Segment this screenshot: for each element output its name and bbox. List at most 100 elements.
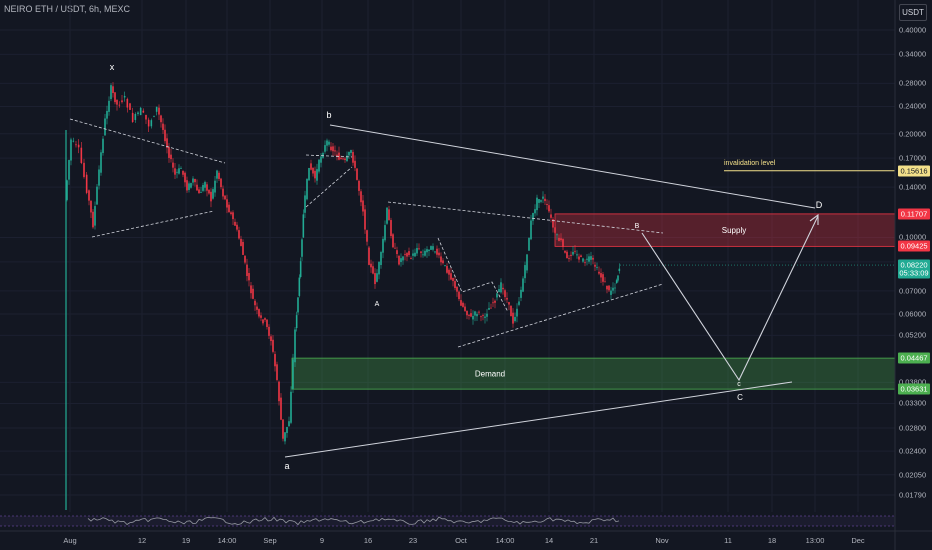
candle-body bbox=[600, 273, 602, 278]
candle-body bbox=[72, 140, 75, 142]
candle-body bbox=[392, 234, 394, 248]
candle-body bbox=[236, 224, 238, 230]
candle-body bbox=[320, 156, 322, 163]
candle-body bbox=[170, 154, 172, 160]
candle-body bbox=[248, 273, 250, 281]
candle-body bbox=[416, 248, 418, 254]
candle-body bbox=[494, 300, 496, 303]
candle-body bbox=[66, 180, 68, 200]
candle-body bbox=[312, 167, 314, 174]
price-tick-label: 0.07000 bbox=[899, 286, 927, 296]
candle-body bbox=[216, 170, 218, 179]
candle-body bbox=[456, 286, 458, 292]
candle-body bbox=[290, 391, 292, 423]
oscillator-pane[interactable] bbox=[0, 512, 895, 530]
candle-body bbox=[194, 178, 196, 183]
candle-body bbox=[110, 85, 112, 99]
projection-path bbox=[641, 215, 819, 382]
candle-body bbox=[68, 160, 70, 180]
candle-body bbox=[584, 262, 586, 264]
price-badge: 0.15616 bbox=[898, 165, 930, 177]
candle-body bbox=[297, 297, 299, 313]
candle-body bbox=[430, 246, 432, 250]
candle-body bbox=[96, 186, 98, 205]
candle-body bbox=[139, 107, 142, 116]
price-badge: 0.03631 bbox=[898, 383, 930, 395]
candle-body bbox=[528, 237, 530, 251]
candle-body bbox=[488, 308, 490, 310]
candle-body bbox=[328, 141, 330, 145]
candle-body bbox=[520, 289, 522, 298]
candle-body bbox=[134, 113, 137, 120]
candle-body bbox=[190, 183, 192, 188]
candle-body bbox=[342, 158, 344, 160]
supply-zone[interactable] bbox=[554, 213, 896, 247]
candle-body bbox=[196, 184, 198, 191]
candle-body bbox=[434, 251, 436, 253]
candle-body bbox=[272, 339, 274, 352]
b-triangle-bottom bbox=[305, 166, 353, 208]
candle-body bbox=[364, 209, 366, 230]
candle-body bbox=[270, 336, 272, 342]
candle-body bbox=[400, 258, 402, 263]
candle-body bbox=[334, 150, 336, 152]
candle-body bbox=[172, 162, 174, 168]
price-tick-label: 0.05200 bbox=[899, 330, 927, 340]
candle-body bbox=[612, 287, 614, 291]
candle-body bbox=[448, 269, 450, 275]
candle-body bbox=[90, 200, 92, 213]
candle-body bbox=[362, 200, 364, 212]
candle-body bbox=[102, 138, 104, 153]
price-tick-label: 0.14000 bbox=[899, 182, 927, 192]
candle-body bbox=[596, 267, 598, 268]
grid-lines bbox=[0, 0, 895, 531]
candle-body bbox=[614, 287, 616, 289]
candle-body bbox=[592, 257, 594, 260]
currency-button[interactable]: USDT bbox=[899, 4, 927, 21]
candle-body bbox=[474, 311, 476, 316]
candle-body bbox=[178, 168, 180, 174]
candle-body bbox=[131, 112, 134, 122]
candle-body bbox=[518, 301, 520, 305]
invalidation-label: invalidation level bbox=[724, 160, 776, 167]
candle-body bbox=[598, 271, 600, 274]
candle-body bbox=[214, 180, 216, 193]
candle-body bbox=[314, 170, 316, 179]
candle-body bbox=[516, 308, 518, 317]
candle-body bbox=[464, 306, 466, 311]
b-triangle-top bbox=[305, 154, 353, 158]
date-tick-label: Oct bbox=[455, 536, 467, 545]
candle-body bbox=[160, 115, 162, 123]
candle-body bbox=[610, 290, 612, 295]
candle-body bbox=[316, 169, 318, 181]
price-tick-label: 0.40000 bbox=[899, 25, 927, 35]
candle-body bbox=[246, 264, 248, 277]
date-tick-label: 9 bbox=[319, 536, 325, 545]
symbol-title[interactable]: NEIRO ETH / USDT, 6h, MEXC bbox=[4, 4, 131, 14]
candle-body bbox=[492, 302, 494, 304]
pattern-lines[interactable] bbox=[69, 118, 819, 458]
demand-zone[interactable] bbox=[291, 357, 896, 390]
candle-body bbox=[562, 239, 564, 248]
candle-body bbox=[284, 432, 286, 442]
oscillator-line bbox=[87, 516, 620, 526]
candle-body bbox=[550, 214, 552, 218]
supply-label: Supply bbox=[722, 226, 746, 235]
candle-body bbox=[228, 204, 230, 213]
candle-body bbox=[166, 138, 168, 148]
candle-body bbox=[374, 273, 376, 285]
candle-body bbox=[280, 397, 282, 420]
candle-body bbox=[615, 280, 618, 284]
candle-body bbox=[348, 151, 350, 156]
candle-body bbox=[118, 104, 121, 106]
candle-body bbox=[478, 311, 480, 313]
candle-body bbox=[278, 381, 280, 402]
candle-body bbox=[504, 290, 506, 298]
candle-body bbox=[286, 426, 288, 433]
candle-body bbox=[222, 188, 224, 197]
candle-body bbox=[366, 230, 368, 242]
date-tick-label: Aug bbox=[63, 536, 77, 545]
candle-body bbox=[330, 146, 332, 151]
candle-body bbox=[438, 252, 440, 256]
